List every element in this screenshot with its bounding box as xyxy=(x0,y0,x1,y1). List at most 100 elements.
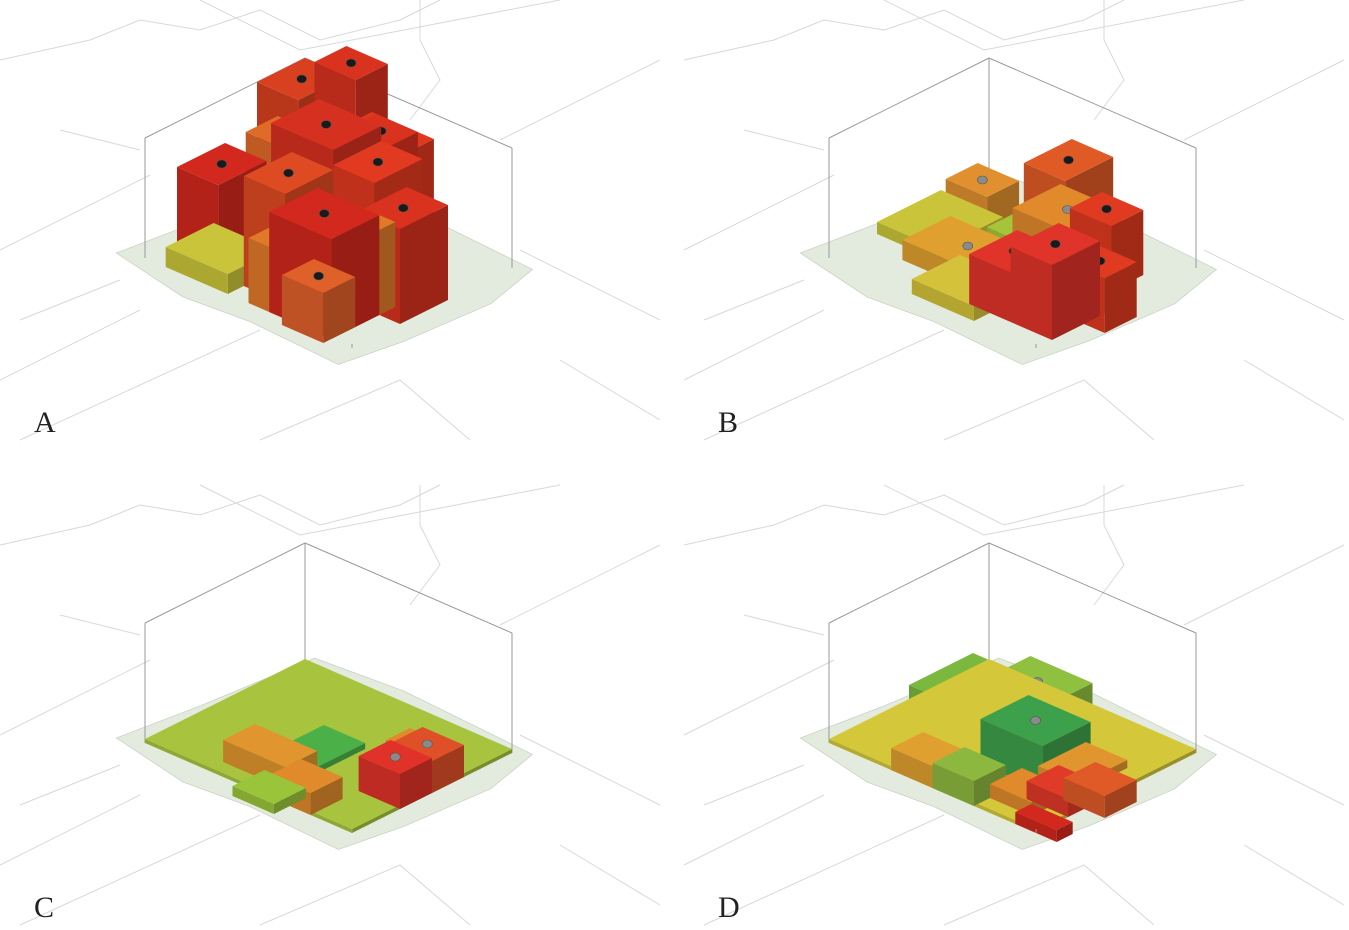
point-marker xyxy=(397,203,409,213)
map-boundary xyxy=(1093,0,1125,121)
point-marker xyxy=(1063,155,1074,165)
prism-left xyxy=(932,763,974,806)
prism-top xyxy=(1063,762,1137,796)
point-marker xyxy=(1030,716,1041,725)
map-boundary xyxy=(0,174,151,251)
map-boundary xyxy=(1183,544,1345,626)
map-panel xyxy=(0,0,661,441)
map-boundary xyxy=(1183,59,1345,141)
map-boundary xyxy=(0,659,151,736)
box-edge xyxy=(988,57,1197,149)
prism xyxy=(1063,762,1137,818)
prism-right xyxy=(317,743,366,773)
map-boundary xyxy=(1093,485,1125,606)
prism xyxy=(281,259,356,343)
point-marker xyxy=(421,739,433,749)
point-marker xyxy=(283,168,294,178)
map-boundary xyxy=(199,484,561,536)
map-boundary xyxy=(19,279,121,321)
point-marker xyxy=(345,58,357,68)
map-boundary xyxy=(743,614,825,636)
map-boundary xyxy=(743,129,825,151)
map-boundary xyxy=(943,864,1155,926)
point-marker xyxy=(977,175,988,185)
map-boundary xyxy=(703,329,945,441)
prism-left xyxy=(358,756,400,809)
point-marker xyxy=(296,74,308,84)
prism-left xyxy=(969,254,1011,322)
map-boundary xyxy=(703,814,945,926)
point-marker xyxy=(320,120,332,129)
point-marker xyxy=(313,271,324,281)
box-edge xyxy=(988,542,1197,634)
map-boundary xyxy=(703,764,805,806)
prism-top xyxy=(232,770,306,804)
prism-top xyxy=(1015,804,1073,830)
prism-right xyxy=(1104,780,1137,818)
map-boundary xyxy=(59,614,141,636)
point-marker xyxy=(1101,204,1112,214)
prism-right xyxy=(323,277,356,343)
prism-right xyxy=(1104,262,1137,333)
map-boundary xyxy=(1203,249,1345,321)
map-boundary xyxy=(199,0,561,51)
point-marker xyxy=(372,157,384,167)
map-boundary xyxy=(0,309,141,381)
map-boundary xyxy=(0,484,441,546)
map-panel xyxy=(0,484,661,926)
map-boundary xyxy=(19,329,261,441)
prism-left xyxy=(1010,247,1052,340)
map-boundary xyxy=(683,659,835,736)
box-edge xyxy=(144,542,306,624)
map-boundary xyxy=(259,864,471,926)
map-boundary xyxy=(703,279,805,321)
panel-label: D xyxy=(718,891,740,924)
prism xyxy=(1015,804,1073,842)
point-marker xyxy=(389,752,401,762)
prism-right xyxy=(400,205,448,324)
panel-label: C xyxy=(34,891,54,924)
prism-top xyxy=(932,747,1006,781)
map-boundary xyxy=(519,249,661,321)
prism-left xyxy=(1026,781,1068,817)
prism-left xyxy=(989,784,1032,816)
point-marker xyxy=(216,159,227,169)
prism-right xyxy=(400,758,432,809)
prism-left xyxy=(1015,812,1057,842)
map-boundary xyxy=(683,309,825,381)
prism xyxy=(358,740,432,809)
prism xyxy=(1010,223,1100,340)
point-marker xyxy=(318,209,330,218)
prism-top xyxy=(877,190,1004,249)
prism-right xyxy=(273,788,306,814)
map-panel xyxy=(683,0,1345,441)
prism-left xyxy=(165,247,228,294)
map-boundary xyxy=(883,484,1245,536)
map-boundary xyxy=(943,379,1155,441)
prism-left xyxy=(911,279,974,321)
prism-right xyxy=(1052,241,1100,340)
map-boundary xyxy=(409,0,441,121)
map-boundary xyxy=(883,0,1245,51)
map-boundary xyxy=(683,174,835,251)
panel-label: A xyxy=(34,406,56,439)
map-boundary xyxy=(19,764,121,806)
map-boundary xyxy=(499,59,661,141)
prism-right xyxy=(1056,822,1073,842)
prism-left xyxy=(1063,778,1105,818)
prism-top xyxy=(269,759,343,793)
prism xyxy=(232,770,306,814)
map-boundary xyxy=(0,794,141,866)
map-boundary xyxy=(559,844,661,906)
box-edge xyxy=(304,542,513,634)
prism-left xyxy=(232,786,274,814)
map-boundary xyxy=(59,129,141,151)
map-boundary xyxy=(683,0,1125,61)
map-boundary xyxy=(1203,734,1345,806)
map-panel xyxy=(683,484,1345,926)
map-boundary xyxy=(519,734,661,806)
map-boundary xyxy=(0,0,441,61)
map-boundary xyxy=(259,379,471,441)
map-boundary xyxy=(19,814,261,926)
